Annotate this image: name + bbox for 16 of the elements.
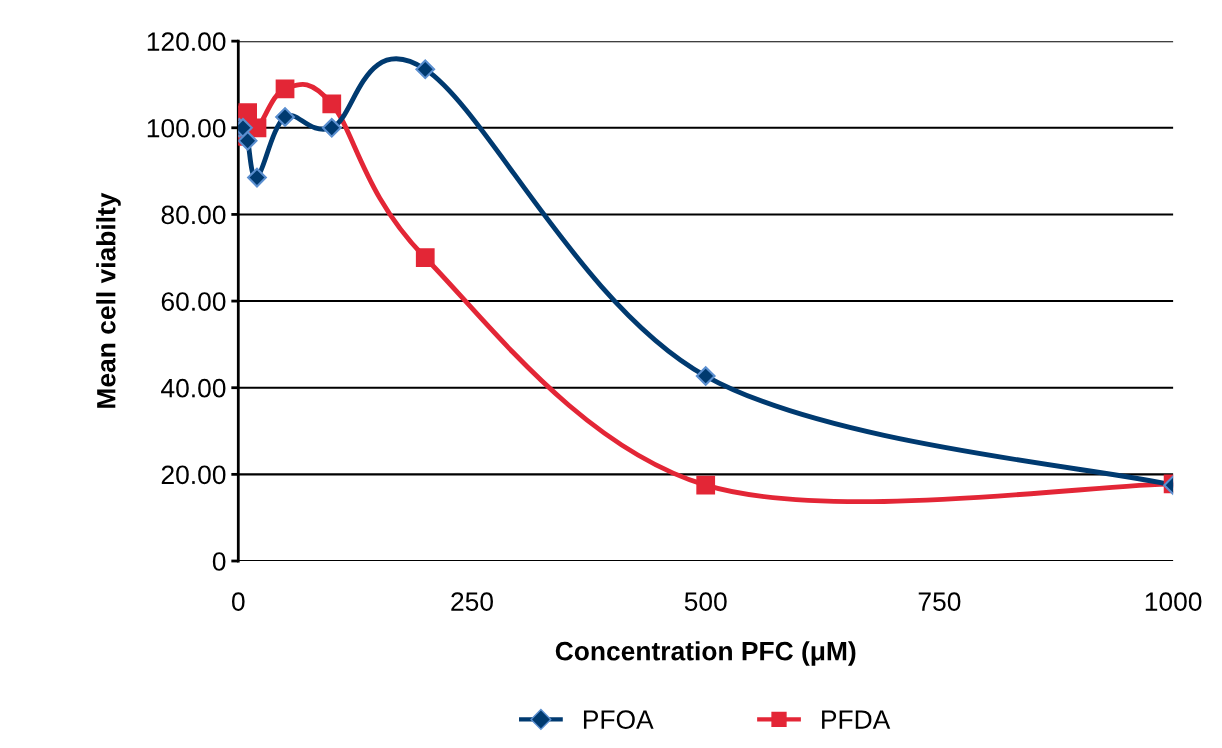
y-tick-label: 80.00 — [161, 205, 226, 225]
y-tick-label: 40.00 — [161, 378, 226, 398]
x-tick-label: 750 — [918, 592, 961, 611]
y-tick-label: 120.00 — [147, 32, 226, 51]
legend-label: PFOA — [583, 710, 654, 729]
y-tick-label: 0 — [212, 552, 226, 571]
x-axis-title: Concentration PFC (μM) — [555, 641, 856, 666]
legend-label: PFDA — [822, 710, 891, 729]
y-tick-label: 20.00 — [161, 465, 226, 485]
x-tick-label: 1000 — [1145, 592, 1202, 611]
x-tick-label: 0 — [231, 592, 245, 611]
y-tick-label: 100.00 — [147, 118, 226, 138]
x-tick-label: 500 — [684, 592, 727, 611]
x-tick-label: 250 — [451, 592, 493, 611]
y-axis-title: Mean cell viabilty — [96, 192, 121, 408]
y-tick-label: 60.00 — [161, 292, 226, 311]
